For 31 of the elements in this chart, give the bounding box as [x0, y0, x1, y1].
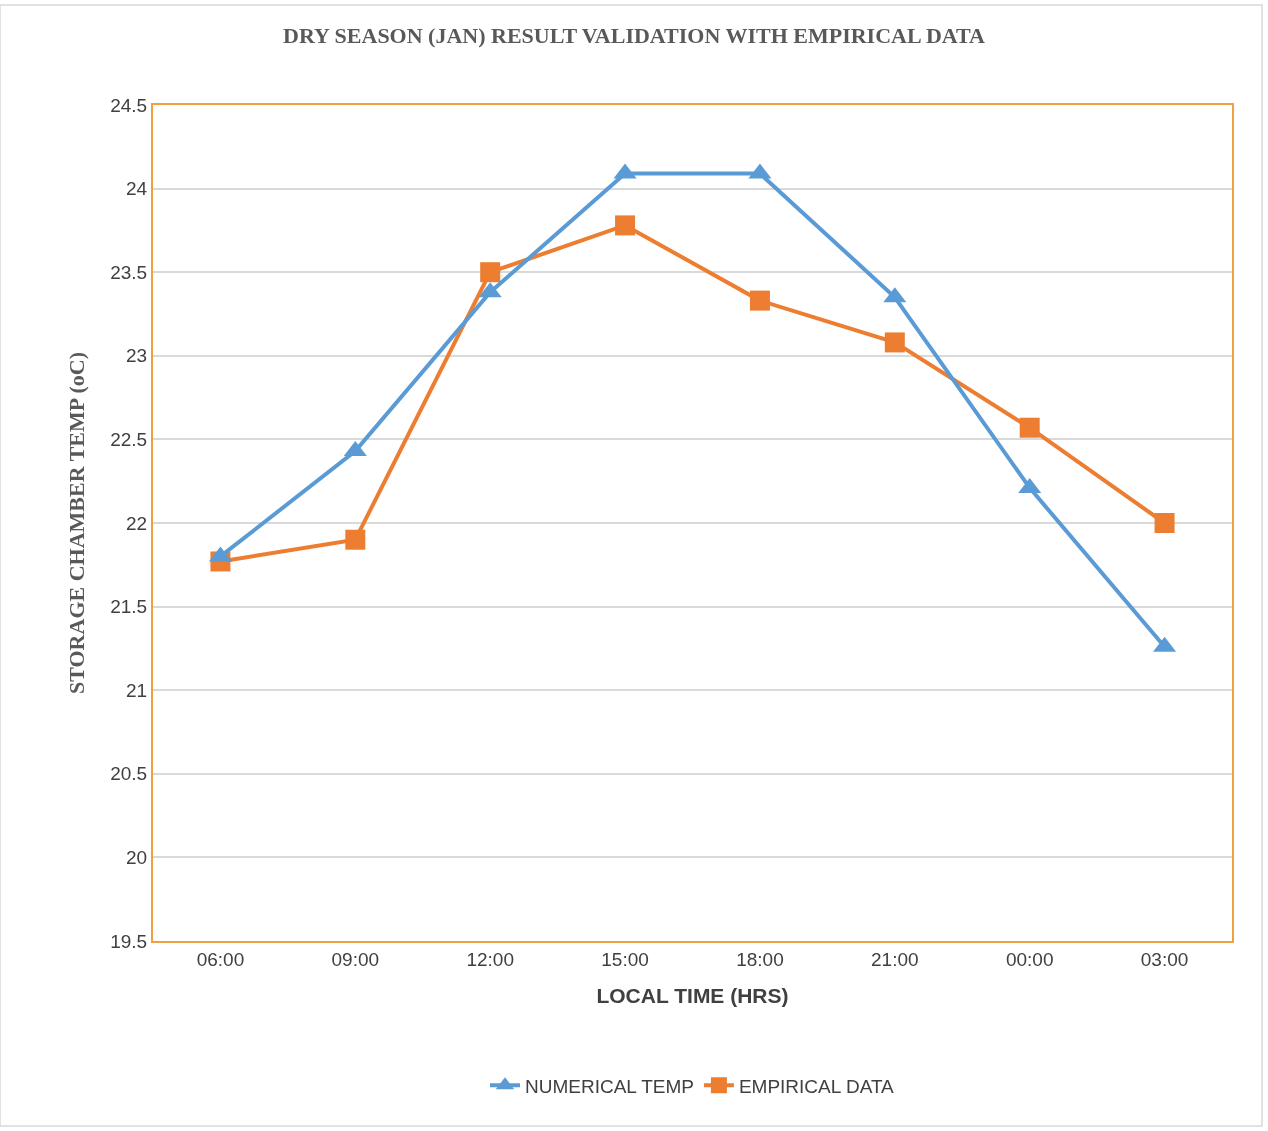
x-tick-label: 15:00 [601, 948, 649, 970]
point [480, 262, 501, 283]
point [615, 215, 636, 236]
y-tick-label: 23 [126, 345, 148, 367]
x-tick-label: 06:00 [196, 948, 245, 970]
y-tick-label: 20 [126, 847, 148, 869]
x-tick-label: 21:00 [871, 948, 919, 970]
y-tick-label: 22.5 [110, 429, 148, 451]
point [1019, 417, 1040, 438]
y-axis-title: STORAGE CHAMBER TEMP (oC) [63, 351, 89, 695]
x-tick-label: 00:00 [1005, 948, 1054, 970]
x-tick-label: 12:00 [466, 948, 514, 970]
point [749, 290, 770, 311]
y-tick-label: 19.5 [110, 930, 148, 952]
y-tick-label: 21 [126, 679, 148, 701]
y-tick-label: 24 [126, 178, 148, 200]
x-tick-label: 09:00 [331, 948, 380, 970]
x-axis-title: LOCAL TIME (HRS) [596, 984, 789, 1008]
point [345, 529, 366, 550]
point [1154, 513, 1175, 533]
legend-label: EMPIRICAL DATA [738, 1075, 895, 1097]
y-tick-label: 20.5 [110, 763, 148, 785]
chart-title: DRY SEASON (JAN) RESULT VALIDATION WITH EMPIRICAL DATA [283, 22, 986, 48]
y-tick-label: 23.5 [110, 261, 148, 283]
y-tick-label: 24.5 [110, 94, 148, 116]
x-tick-label: 03:00 [1140, 948, 1189, 970]
y-tick-label: 21.5 [110, 596, 148, 618]
y-tick-label: 22 [126, 512, 148, 534]
x-tick-label: 18:00 [736, 948, 784, 970]
legend-label: NUMERICAL TEMP [525, 1075, 694, 1097]
point [884, 332, 905, 353]
